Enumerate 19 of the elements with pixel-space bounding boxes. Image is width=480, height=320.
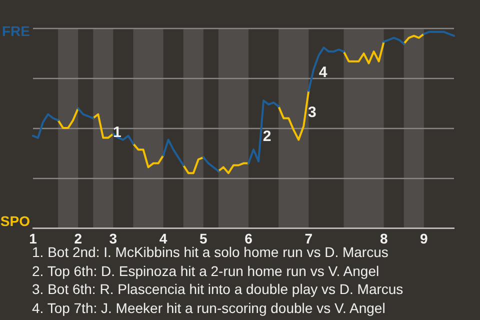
text: 4. Top 7th: J. Meeker hit a run-scoring double vs V. Angel: [32, 298, 386, 318]
x-tick-label: 6: [244, 230, 253, 246]
text: 1. Bot 2nd: I. McKibbins hit a solo home run vs D. Marcus: [32, 244, 390, 262]
x-tick-label: 5: [200, 230, 208, 246]
x-tick-label: 7: [304, 230, 313, 246]
annotation: 1: [113, 124, 122, 142]
annotation: 4: [318, 64, 328, 82]
x-tick-label: 1: [29, 230, 38, 246]
text: SPO: [0, 212, 30, 229]
text: 3. Bot 6th: R. Plascencia hit into a double play vs D. Marcus: [32, 280, 404, 299]
annotation: 3: [308, 104, 316, 122]
x-tick-label: 2: [74, 230, 82, 246]
x-tick-label: 9: [420, 230, 428, 246]
x-tick-label: 3: [109, 230, 118, 246]
text: FRE: [2, 22, 30, 39]
text: 2. Top 6th: D. Espinoza hit a 2-run home run vs V. Angel: [32, 262, 380, 280]
x-tick-label: 4: [159, 230, 168, 246]
annotation: 2: [262, 128, 272, 146]
x-tick-label: 8: [380, 230, 388, 246]
